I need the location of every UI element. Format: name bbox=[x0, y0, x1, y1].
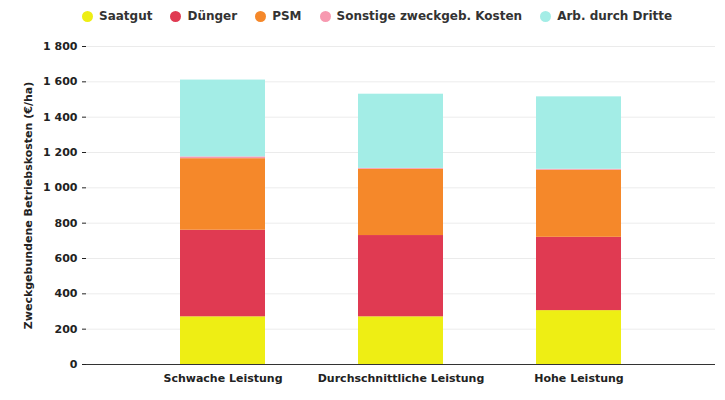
svg-text:Hohe Leistung: Hohe Leistung bbox=[534, 372, 623, 385]
svg-text:Zweckgebundene Betriebskosten: Zweckgebundene Betriebskosten (€/ha) bbox=[22, 82, 35, 329]
html-text:Arb. durch Dritte: Arb. durch Dritte bbox=[557, 9, 673, 23]
html-text:Sonstige zweckgeb. Kosten: Sonstige zweckgeb. Kosten bbox=[336, 9, 523, 23]
html-text:PSM: PSM bbox=[272, 9, 302, 23]
svg-text:400: 400 bbox=[55, 287, 78, 300]
svg-text:1 800: 1 800 bbox=[43, 40, 78, 53]
svg-text:0: 0 bbox=[70, 358, 78, 371]
svg-text:1 000: 1 000 bbox=[43, 181, 78, 194]
svg-text:200: 200 bbox=[55, 323, 78, 336]
svg-text:Durchschnittliche Leistung: Durchschnittliche Leistung bbox=[318, 372, 485, 385]
html-text:Dünger: Dünger bbox=[187, 9, 238, 23]
svg-text:800: 800 bbox=[55, 217, 78, 230]
svg-text:600: 600 bbox=[55, 252, 78, 265]
svg-text:1 400: 1 400 bbox=[43, 111, 78, 124]
svg-text:1 600: 1 600 bbox=[43, 75, 78, 88]
svg-text:Schwache Leistung: Schwache Leistung bbox=[163, 372, 282, 385]
svg-text:1 200: 1 200 bbox=[43, 146, 78, 159]
html-text:Saatgut: Saatgut bbox=[99, 9, 153, 23]
